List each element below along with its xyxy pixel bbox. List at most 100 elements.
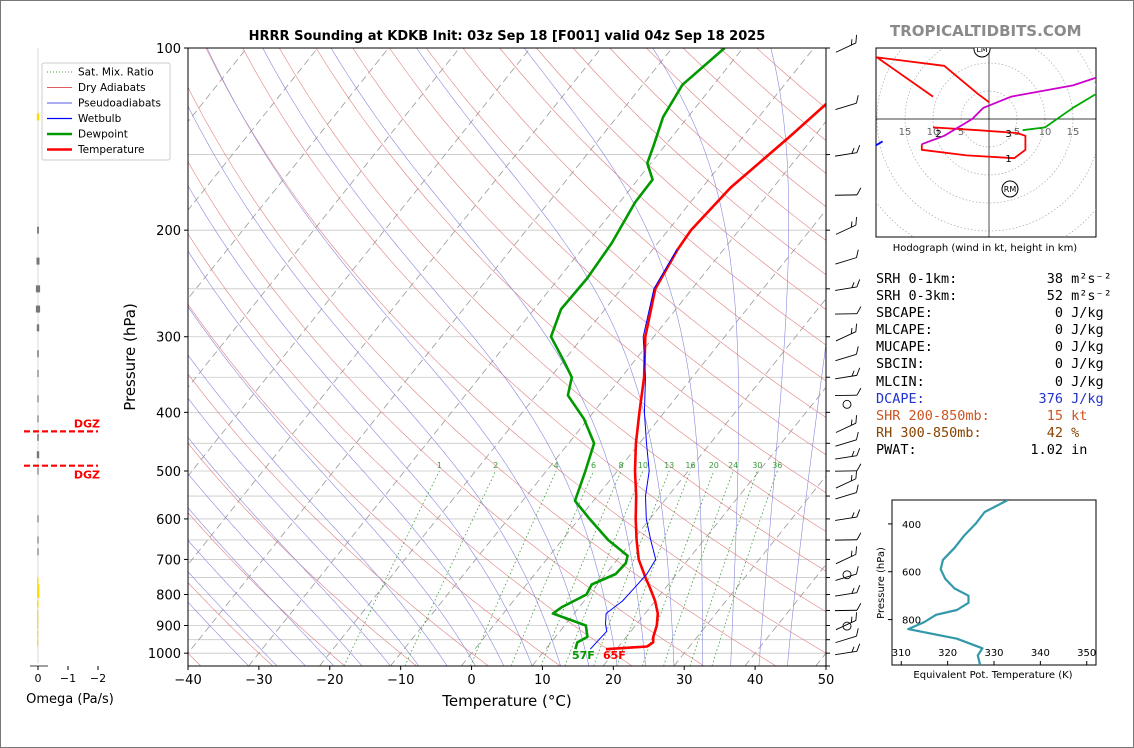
wind-barb xyxy=(835,279,861,291)
dry-adiabat xyxy=(536,48,826,310)
param-row: MLCIN: 0 J/kg xyxy=(876,374,1112,391)
param-label: RH 300-850mb: xyxy=(876,424,998,441)
y-tick-label: 800 xyxy=(156,589,181,604)
omega-bar xyxy=(37,467,39,475)
theta-e-panel: 310 320 330 340 350 400 600 800 xyxy=(888,499,1097,666)
param-value: 0 xyxy=(997,339,1072,356)
hodograph-height-label: 2 xyxy=(935,129,941,140)
param-row: SRH 0-1km: 38 m²s⁻² xyxy=(876,271,1112,288)
omega-bar xyxy=(36,324,40,332)
legend-entry: Temperature xyxy=(77,144,145,156)
param-label: MLCIN: xyxy=(876,373,998,390)
pseudoadiabat xyxy=(188,105,561,666)
mixing-ratio-line xyxy=(711,470,778,666)
wind-barbs xyxy=(834,34,862,656)
wind-barb xyxy=(835,323,857,342)
skewt-background-lines xyxy=(0,48,826,666)
x-tick-label: 40 xyxy=(747,673,764,688)
omega-bar xyxy=(37,433,39,441)
wind-barb xyxy=(835,34,857,53)
y-tick-label: 1000 xyxy=(148,647,181,662)
omega-bar xyxy=(36,257,40,265)
legend-entry: Dry Adiabats xyxy=(78,82,146,94)
mixing-ratio-line xyxy=(593,470,670,666)
wind-barb xyxy=(834,306,862,315)
skewt-xlabel: Temperature (°C) xyxy=(441,692,571,710)
isotherm xyxy=(390,120,826,666)
param-value: 0 xyxy=(997,305,1072,322)
pseudoadiabat xyxy=(787,341,826,666)
dry-adiabat xyxy=(462,48,826,382)
wind-barb xyxy=(835,509,861,521)
wind-barb xyxy=(835,95,859,111)
series-temperature xyxy=(605,102,826,651)
x-tick-label: 0 xyxy=(467,673,475,688)
param-row: RH 300-850mb: 42 % xyxy=(876,425,1112,442)
hodograph-frame xyxy=(875,47,1097,238)
x-tick-label: −40 xyxy=(174,673,201,688)
param-label: PWAT: xyxy=(876,441,998,458)
calm-wind-marker xyxy=(842,570,852,580)
dry-adiabat xyxy=(188,442,417,666)
dgz-label: DGZ xyxy=(74,417,100,430)
omega-bar xyxy=(36,113,40,121)
skewt-plot-border xyxy=(187,47,827,667)
omega-bar xyxy=(37,610,39,618)
theta-e-x-tick-label: 310 xyxy=(892,648,911,659)
param-value: 0 xyxy=(997,356,1072,373)
x-tick-label: −20 xyxy=(316,673,343,688)
mixing-ratio-line xyxy=(663,470,734,666)
theta-e-y-tick-label: 400 xyxy=(902,520,921,531)
wind-barb xyxy=(835,144,861,157)
theta-e-x-tick-label: 350 xyxy=(1077,648,1096,659)
calm-wind-marker xyxy=(842,399,852,409)
pseudoadiabat xyxy=(416,48,675,666)
param-value: 52 xyxy=(997,288,1072,305)
omega-xlabel: Omega (Pa/s) xyxy=(26,692,114,707)
mixing-ratio-label: 8 xyxy=(618,461,623,470)
surface-dewpoint-label: 57F xyxy=(572,649,595,662)
legend-box xyxy=(41,62,171,161)
pseudoadiabat xyxy=(188,507,334,666)
pseudoadiabat xyxy=(188,539,306,666)
dry-adiabat xyxy=(188,303,561,666)
theta-e-x-tick-label: 320 xyxy=(938,648,957,659)
hodograph-ring-label: 10 xyxy=(1039,127,1052,138)
dry-adiabat xyxy=(205,48,826,654)
hodograph-height-label: 3 xyxy=(1005,129,1011,140)
mixing-ratio-line xyxy=(616,470,691,666)
omega-tick-label: −2 xyxy=(90,672,106,685)
skewt-legend: Sat. Mix. Ratio Dry Adiabats Pseudoadiabat… xyxy=(41,62,171,161)
wind-barb xyxy=(834,187,862,196)
dry-adiabat xyxy=(188,233,633,666)
isotherm xyxy=(673,475,826,666)
mixing-ratio-label: 1 xyxy=(437,461,442,470)
theta-e-frame xyxy=(891,499,1097,666)
hodograph-height-label: 9 xyxy=(846,157,852,168)
hodograph-ring-label: 15 xyxy=(899,127,912,138)
param-unit: J/kg xyxy=(1071,373,1104,390)
param-unit: J/kg xyxy=(1071,305,1104,322)
hodograph-trace xyxy=(876,140,884,147)
hodograph-trace xyxy=(921,76,1096,146)
mixing-ratio-label: 13 xyxy=(664,461,674,470)
param-unit: J/kg xyxy=(1071,390,1104,407)
wind-barb xyxy=(835,628,859,644)
hodograph-trace xyxy=(920,126,1027,160)
isotherm xyxy=(0,48,34,666)
param-value: 1.02 xyxy=(997,441,1072,458)
isotherm xyxy=(602,386,826,666)
x-tick-label: 30 xyxy=(676,673,693,688)
dry-adiabat xyxy=(242,48,826,613)
hodograph-trace xyxy=(1022,92,1096,132)
omega-bar xyxy=(37,548,39,556)
mixing-ratio-line xyxy=(641,470,715,666)
mixing-ratio-line xyxy=(470,470,557,666)
storm-motion-label: RM xyxy=(1004,185,1017,194)
pseudoadiabat xyxy=(188,185,533,666)
isotherm xyxy=(188,48,673,654)
hodograph-ring-label: 15 xyxy=(1067,127,1080,138)
omega-bar xyxy=(37,584,40,592)
theta-e-line xyxy=(907,500,1009,665)
dry-adiabat xyxy=(188,161,705,666)
